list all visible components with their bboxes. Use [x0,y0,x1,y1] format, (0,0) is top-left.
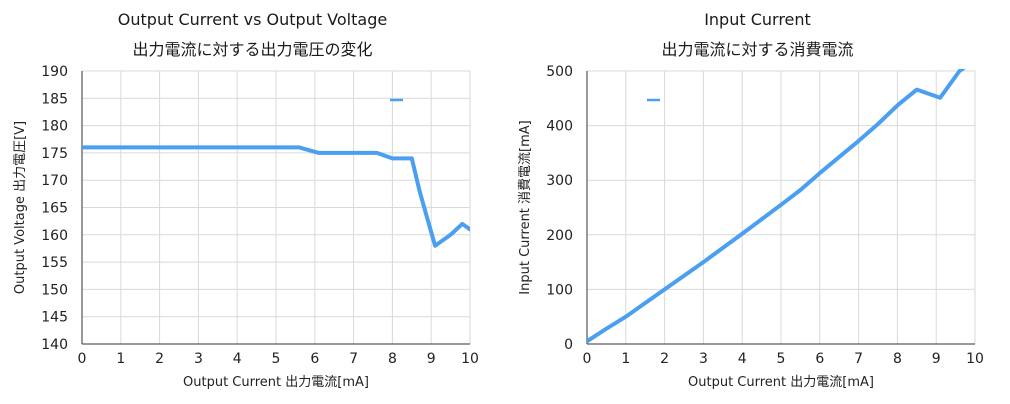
y-tick-label: 140 [41,337,68,353]
x-tick-label: 2 [155,351,164,367]
x-tick-label: 9 [427,351,436,367]
y-tick-label: 165 [41,201,68,217]
chart-subtitle: 出力電流に対する消費電流 [661,40,854,59]
x-tick-label: 7 [349,351,358,367]
x-tick-label: 9 [932,351,941,367]
x-tick-label: 6 [310,351,319,367]
y-tick-label: 160 [41,228,68,244]
y-axis-label: Input Current 消費電流[mA] [518,120,533,294]
x-tick-label: 0 [78,351,87,367]
y-tick-label: 155 [41,255,68,271]
y-tick-label: 150 [41,282,68,298]
chart-plot: 0 1 2 3 4 5 6 7 8 9 10 140 145 150 155 160 165 170 175 180 1… [13,64,479,390]
x-tick-label: 6 [815,351,824,367]
x-tick-label: 8 [893,351,902,367]
y-axis-label: Output Voltage 出力電圧[V] [13,121,28,294]
y-tick-label: 170 [41,173,68,189]
chart-title: Input Current [704,10,811,29]
y-tick-label: 175 [41,146,68,162]
x-tick-label: 4 [738,351,747,367]
x-tick-label: 5 [272,351,281,367]
x-tick-label: 0 [583,351,592,367]
chart-title: Output Current vs Output Voltage [117,10,388,29]
x-tick-label: 8 [388,351,397,367]
x-tick-label: 3 [194,351,203,367]
x-tick-label: 7 [854,351,863,367]
x-tick-label: 5 [777,351,786,367]
x-tick-label: 1 [116,351,125,367]
y-tick-label: 0 [564,337,573,353]
output-voltage-chart: Output Current vs Output Voltage 出力電流に対す… [13,10,479,390]
y-tick-label: 185 [41,91,68,107]
chart-subtitle: 出力電流に対する出力電圧の変化 [132,40,373,59]
y-tick-label: 300 [546,173,573,189]
y-tick-label: 180 [41,119,68,135]
y-tick-label: 190 [41,64,68,80]
x-tick-label: 3 [699,351,708,367]
input-current-chart: Input Current 出力電流に対する消費電流 0 1 2 3 4 5 6 7 8 9 10 0… [505,0,1010,404]
y-tick-label: 100 [546,282,573,298]
y-tick-label: 500 [546,64,573,80]
x-axis-label: Output Current 出力電流[mA] [183,375,369,390]
y-tick-label: 400 [546,119,573,135]
x-tick-label: 10 [461,351,479,367]
x-tick-label: 1 [621,351,630,367]
x-axis-label: Output Current 出力電流[mA] [688,375,874,390]
y-tick-label: 200 [546,228,573,244]
x-tick-label: 4 [233,351,242,367]
x-tick-label: 10 [966,351,984,367]
series-line [82,145,470,248]
y-tick-label: 145 [41,310,68,326]
x-tick-label: 2 [660,351,669,367]
series-line [587,69,966,344]
